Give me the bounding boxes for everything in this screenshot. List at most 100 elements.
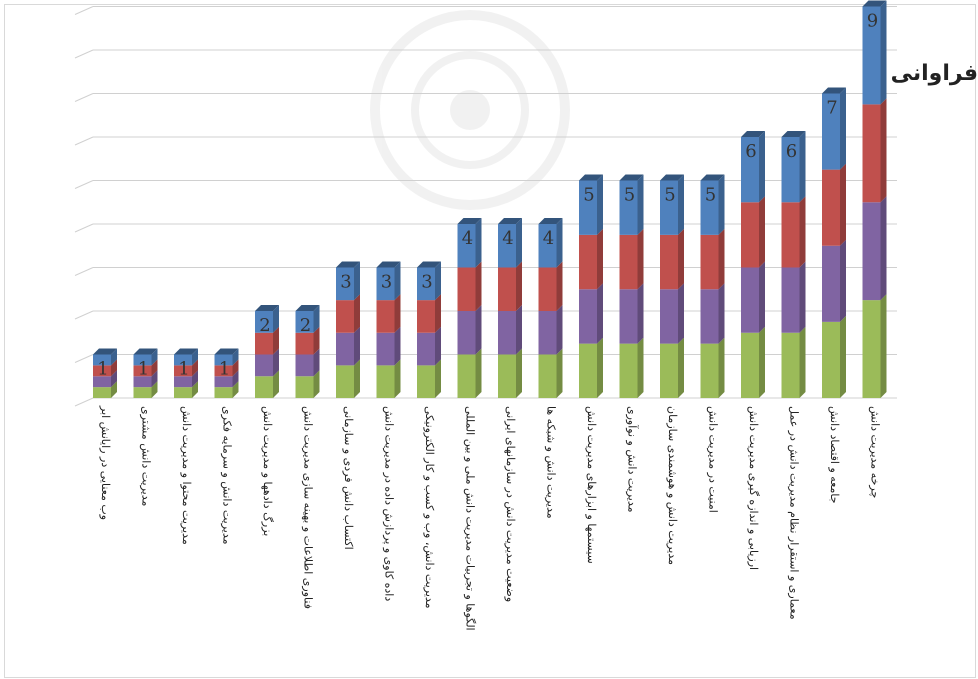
bar-segment-side xyxy=(759,261,765,333)
bar-segment-side xyxy=(840,315,846,398)
category-label: چرخه مدیریت دانش xyxy=(869,406,882,498)
bar-segment-side xyxy=(232,359,239,377)
bar-segment-side xyxy=(799,261,806,333)
bar-segment-side xyxy=(273,348,279,377)
bar-top xyxy=(457,218,482,224)
bar-segment xyxy=(862,104,881,203)
bar-segment-side xyxy=(435,326,441,366)
bar-segment-side xyxy=(597,174,603,235)
data-label: 3 xyxy=(381,272,392,293)
gridline-depth xyxy=(74,136,94,146)
bar-segment xyxy=(214,365,233,377)
bar-segment xyxy=(457,311,476,355)
bar-segment-side xyxy=(475,305,482,355)
bar-segment-side xyxy=(718,174,725,235)
bar-segment xyxy=(255,376,273,398)
bar-segment-side xyxy=(678,228,684,290)
bar-segment xyxy=(619,234,638,290)
bar-segment-side xyxy=(313,305,320,333)
bar-segment-side xyxy=(313,348,320,377)
bar-segment-side xyxy=(192,348,198,366)
data-label: 1 xyxy=(97,359,108,380)
data-label: 2 xyxy=(259,315,270,336)
bar-segment xyxy=(457,224,476,268)
bar-segment xyxy=(295,354,314,377)
category-label: سیستمها و ابزارهای مدیریت دانش xyxy=(585,406,598,564)
data-labels: 1 1 1 1 2 2 3 3 3 4 4 4 5 5 5 5 6 6 7 9 xyxy=(97,11,878,380)
bar-top xyxy=(214,348,239,355)
bar-segment xyxy=(336,300,354,333)
bar-segment xyxy=(214,376,233,388)
data-label: 5 xyxy=(583,185,594,206)
bar-top xyxy=(538,218,563,224)
bar-segment-side xyxy=(516,261,522,311)
data-label: 2 xyxy=(300,315,311,336)
bar-top xyxy=(174,348,198,355)
category-label: فناوری اطلاعات و بهینه سازی مدیریت دانش xyxy=(302,406,315,609)
bar-segment xyxy=(417,300,435,333)
bar-segment xyxy=(579,343,597,398)
bar-segment-side xyxy=(111,359,117,377)
bar-segment-side xyxy=(880,0,887,105)
gridline-depth xyxy=(74,397,94,407)
bar-segment xyxy=(862,202,881,301)
bar-segment xyxy=(700,289,719,344)
bar-segment-side xyxy=(718,228,725,290)
bar-segment-side xyxy=(678,283,684,344)
bar-top xyxy=(862,0,887,7)
category-label: مدیریت دانش، وب و کسب و کار الکترونیکی xyxy=(423,406,436,609)
bar-segment xyxy=(862,300,881,398)
bar-segment xyxy=(93,387,111,398)
bar-segment xyxy=(336,267,354,301)
data-label: 6 xyxy=(745,141,756,162)
bar-segment-side xyxy=(759,131,765,203)
bar-segment-side xyxy=(435,359,441,398)
bar-top xyxy=(133,348,158,355)
bar-segment xyxy=(376,365,395,398)
bar-top xyxy=(660,174,684,181)
bar-segment xyxy=(741,267,759,333)
chart-title: فراوانی xyxy=(891,61,978,86)
bar-segment-side xyxy=(516,348,522,398)
bar-segment xyxy=(781,267,800,333)
bars xyxy=(93,0,887,398)
bar-top xyxy=(700,174,725,181)
bar-top xyxy=(498,218,522,224)
bar-segment-side xyxy=(880,294,887,398)
bar-segment xyxy=(822,321,840,398)
gridline-depth xyxy=(74,180,94,189)
bar-segment-side xyxy=(354,261,360,301)
gridline-depth xyxy=(74,6,94,15)
bar-segment xyxy=(376,332,395,366)
category-label: معماری و استقرار نظام مدیریت دانش در عمل xyxy=(788,406,801,620)
category-label: ارزیابی و اندازه گیری مدیریت دانش xyxy=(747,406,760,570)
bar-segment-side xyxy=(637,337,644,398)
bar-segment xyxy=(133,365,152,377)
bar-segment xyxy=(255,354,273,377)
bar-segment xyxy=(538,311,557,355)
data-label: 1 xyxy=(138,359,149,380)
bar-segment xyxy=(376,300,395,333)
bar-segment xyxy=(93,354,111,366)
data-label: 3 xyxy=(340,272,351,293)
bar-segment-side xyxy=(232,381,239,398)
bar-segment xyxy=(255,332,273,355)
bar-segment xyxy=(822,245,840,322)
category-label: وب معنایی در رایانش ابر xyxy=(99,405,112,520)
bar-segment xyxy=(498,224,516,268)
bar-segment-side xyxy=(111,370,117,388)
bar-segment xyxy=(619,343,638,398)
bar-segment-side xyxy=(759,196,765,268)
bar-segment-side xyxy=(354,359,360,398)
bar-segment-side xyxy=(840,163,846,246)
bar-segment-side xyxy=(597,337,603,398)
bar-segment xyxy=(498,311,516,355)
bar-segment xyxy=(700,343,719,398)
bar-segment-side xyxy=(880,196,887,301)
bar-segment-side xyxy=(151,370,158,388)
category-labels: وب معنایی در رایانش ابر مدیریت دانش مشتری… xyxy=(99,405,882,631)
bar-segment xyxy=(579,289,597,344)
bar-top xyxy=(579,174,603,181)
data-label: 5 xyxy=(664,185,675,206)
bar-segment xyxy=(700,234,719,290)
